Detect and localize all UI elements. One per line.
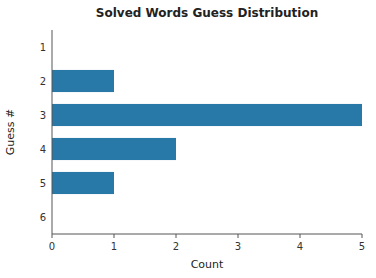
x-tick-label: 2	[173, 241, 179, 252]
bar	[52, 172, 114, 194]
x-axis-line	[52, 234, 362, 235]
y-tick-label: 1	[40, 42, 46, 53]
x-tick-label: 5	[359, 241, 365, 252]
x-tick-label: 3	[235, 241, 241, 252]
y-tick-label: 3	[40, 110, 46, 121]
y-tick-label: 5	[40, 178, 46, 189]
x-tick	[52, 234, 53, 238]
y-axis-label: Guess #	[4, 109, 17, 155]
x-tick	[114, 234, 115, 238]
bars	[52, 70, 362, 194]
x-tick	[176, 234, 177, 238]
chart-svg: Solved Words Guess Distribution 0 1 2 3 4 5 1 2 3…	[0, 0, 376, 278]
bar	[52, 70, 114, 92]
chart-title: Solved Words Guess Distribution	[96, 6, 318, 20]
y-tick-label: 6	[40, 212, 46, 223]
x-axis-label: Count	[191, 258, 224, 271]
x-tick-label: 1	[111, 241, 117, 252]
y-tick-label: 4	[40, 144, 46, 155]
x-tick	[300, 234, 301, 238]
y-axis-line	[52, 30, 53, 234]
bar	[52, 104, 362, 126]
x-tick-label: 0	[49, 241, 55, 252]
x-tick	[362, 234, 363, 238]
bar	[52, 138, 176, 160]
x-tick	[238, 234, 239, 238]
x-tick-label: 4	[297, 241, 303, 252]
y-tick-label: 2	[40, 76, 46, 87]
chart-container: Solved Words Guess Distribution 0 1 2 3 4 5 1 2 3…	[0, 0, 376, 278]
